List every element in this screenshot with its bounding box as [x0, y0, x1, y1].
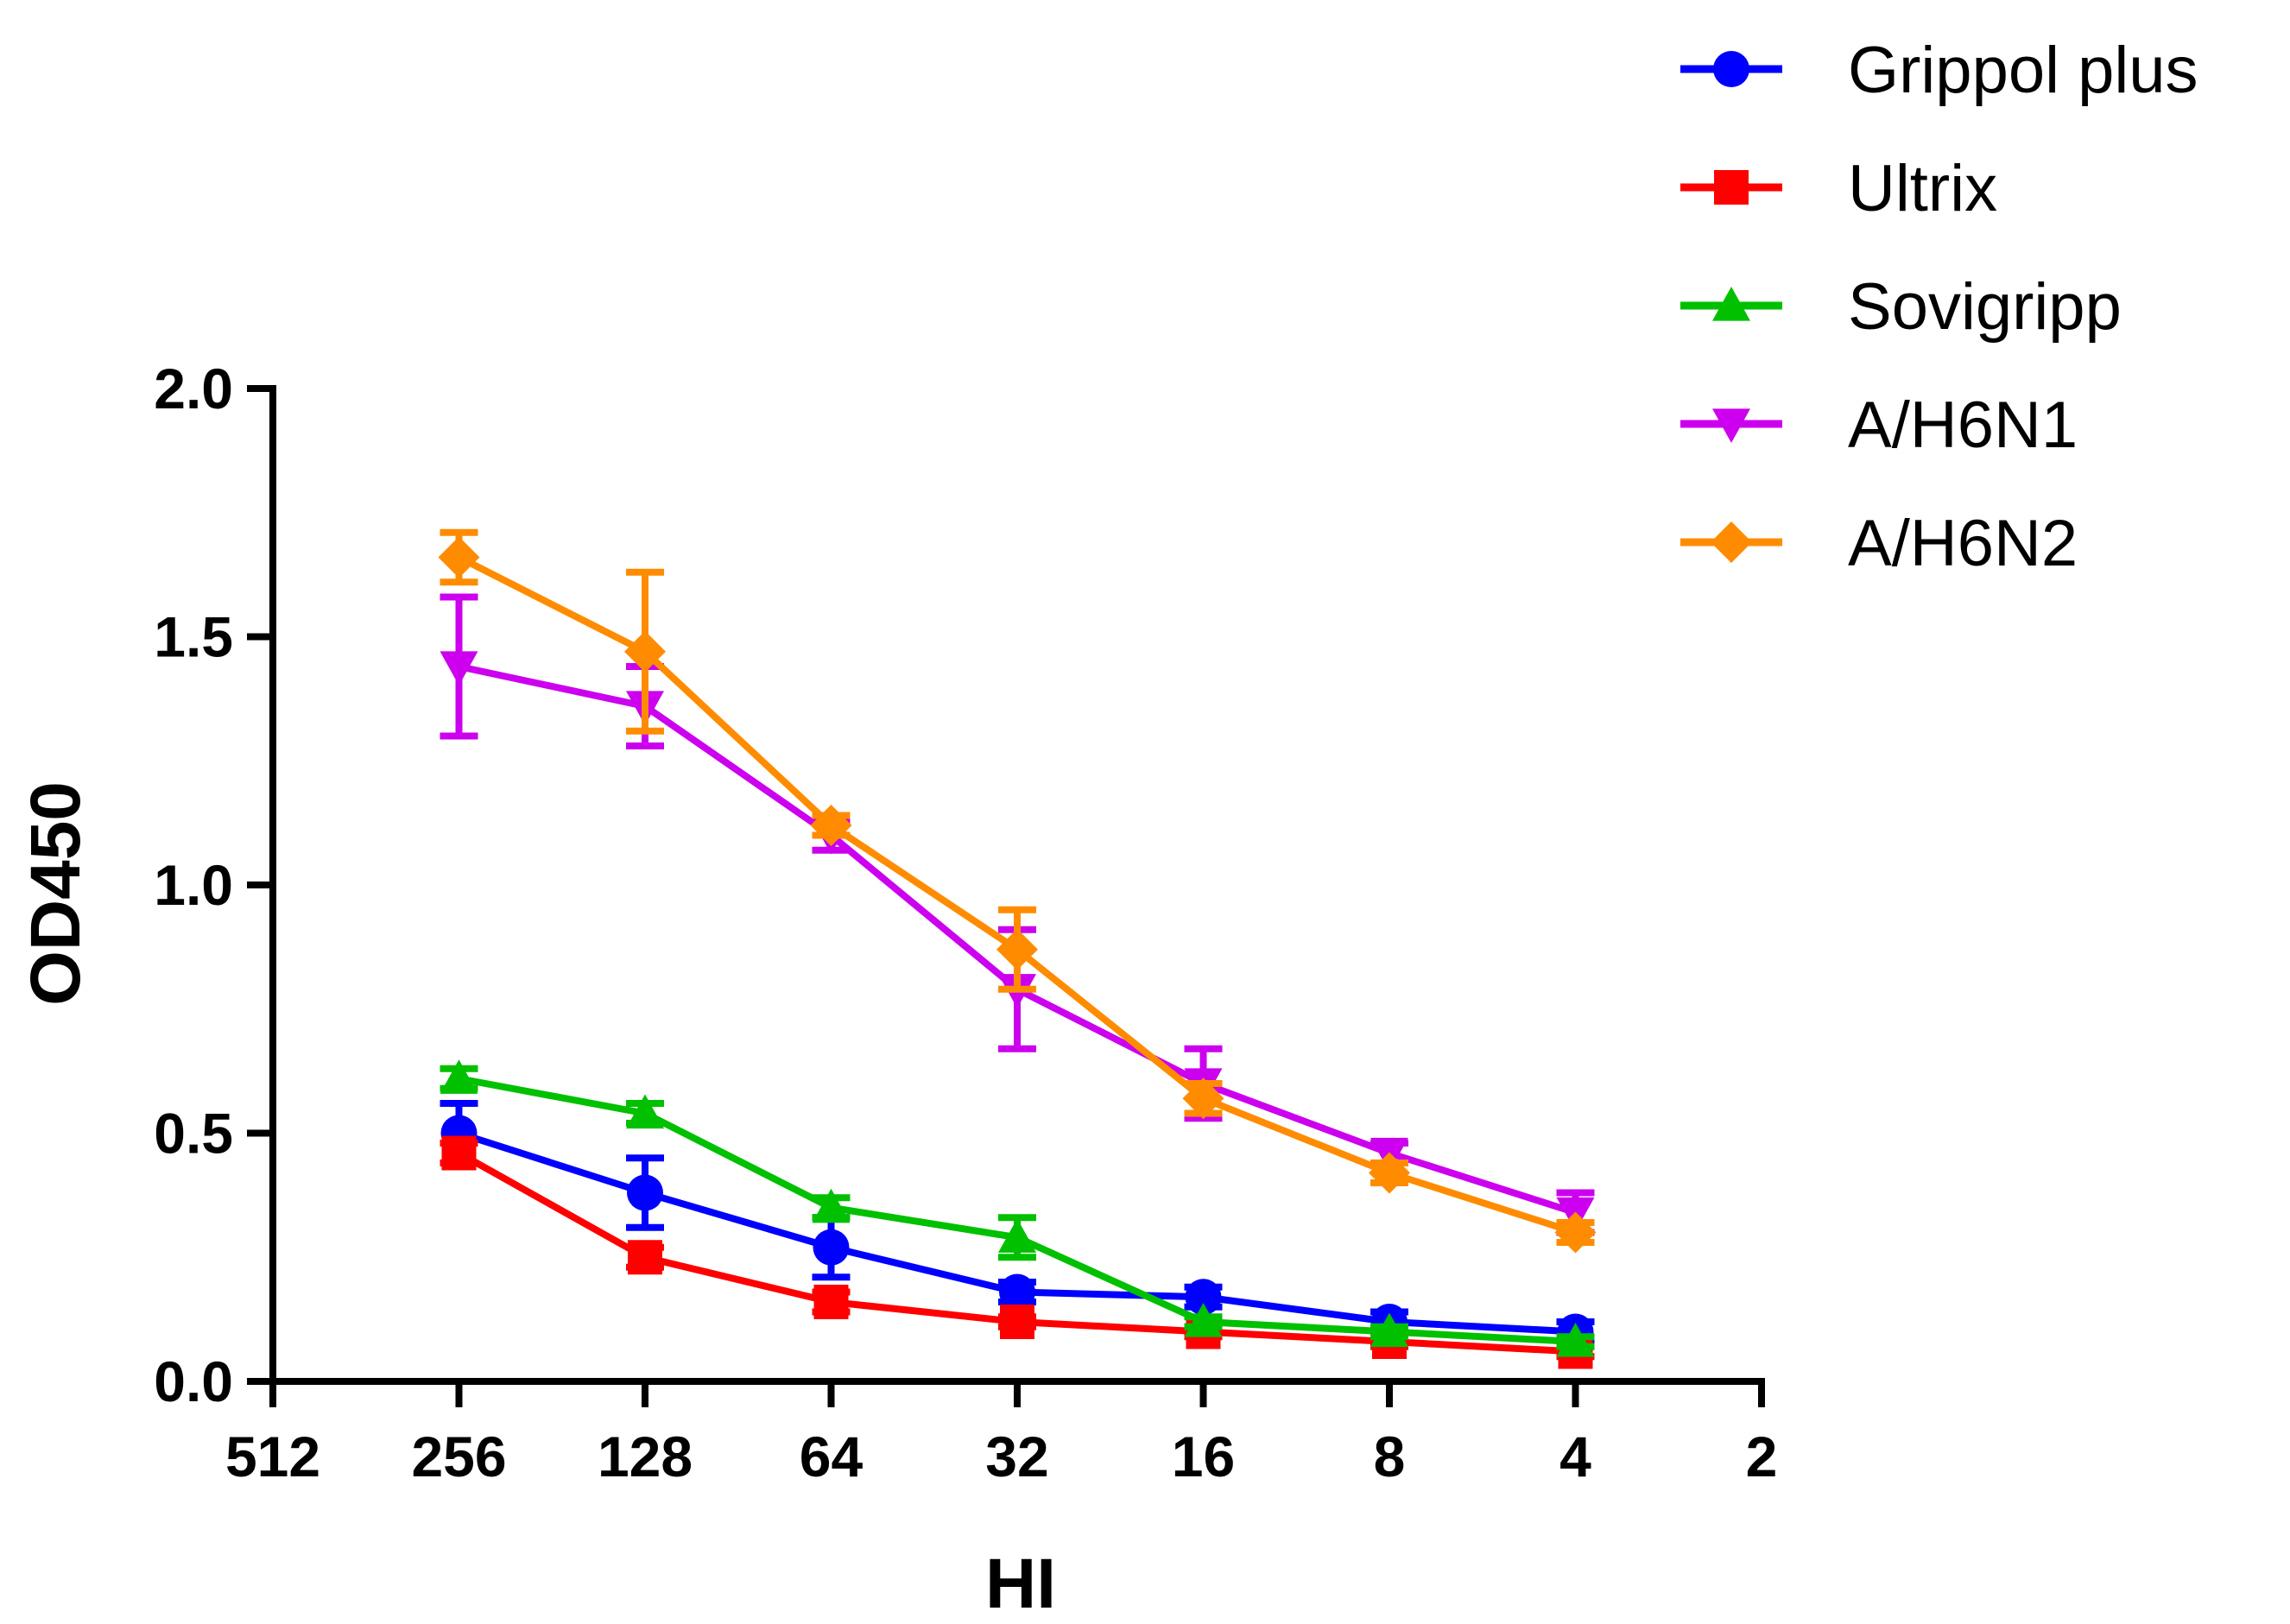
series-line [457, 553, 1577, 1236]
data-point [1556, 1323, 1595, 1357]
data-point [813, 1229, 850, 1266]
data-point [810, 805, 852, 846]
x-axis-title: HI [985, 1545, 1056, 1623]
data-point [628, 1240, 662, 1275]
x-tick-label: 32 [985, 1425, 1048, 1488]
legend-marker [1712, 408, 1750, 443]
x-tick-label: 2 [1746, 1425, 1778, 1488]
legend-label: A/H6N1 [1848, 389, 2078, 462]
legend-item: A/H6N2 [1680, 507, 2078, 580]
x-tick-label: 512 [225, 1425, 320, 1488]
legend-marker [1712, 287, 1750, 321]
data-point [1184, 1303, 1223, 1337]
legend: Grippol plus Ultrix Sovigripp A/H6N1 A/H6N2 [1680, 34, 2198, 580]
data-point [998, 1218, 1036, 1253]
y-tick-label: 0.0 [154, 1349, 233, 1413]
y-tick-label: 1.0 [154, 853, 233, 917]
data-point [440, 1059, 478, 1094]
data-point [1370, 1312, 1408, 1348]
data-point [1185, 1279, 1222, 1316]
x-tick-label: 16 [1172, 1425, 1235, 1488]
legend-label: Ultrix [1848, 152, 1997, 225]
x-tick-label: 128 [598, 1425, 693, 1488]
data-point [624, 630, 666, 673]
y-tick-label: 1.5 [154, 605, 233, 669]
legend-marker [1711, 521, 1752, 563]
data-point [441, 1135, 477, 1171]
legend-marker [1714, 170, 1749, 205]
legend-label: A/H6N2 [1848, 507, 2078, 580]
x-tick-label: 256 [411, 1425, 506, 1488]
plot-area [438, 528, 1597, 1369]
y-axis: 0.0 0.5 1.0 1.5 2.0 [154, 357, 276, 1413]
legend-label: Sovigripp [1848, 270, 2122, 344]
x-axis: 512 256 128 64 32 16 8 4 2 [225, 1378, 1778, 1488]
data-point [999, 1273, 1035, 1311]
legend-item: Ultrix [1680, 152, 1997, 225]
data-point [1000, 1305, 1034, 1339]
y-tick-label: 2.0 [154, 357, 233, 420]
legend-item: Grippol plus [1680, 34, 2198, 107]
data-point [813, 1285, 849, 1319]
data-point [626, 1094, 664, 1129]
legend-marker [1713, 51, 1749, 87]
data-point [812, 1188, 851, 1223]
data-point [440, 651, 478, 686]
y-tick-label: 0.5 [154, 1102, 233, 1166]
legend-label: Grippol plus [1848, 34, 2198, 107]
data-point [996, 928, 1038, 970]
series-a-h6n2 [438, 528, 1597, 1254]
x-tick-label: 4 [1559, 1425, 1591, 1488]
data-point [627, 1174, 663, 1211]
x-tick-label: 64 [800, 1425, 863, 1488]
data-point [1369, 1152, 1410, 1194]
data-point [1182, 1077, 1224, 1120]
legend-item: A/H6N1 [1680, 389, 2078, 462]
data-point [1554, 1211, 1597, 1254]
series-sovigripp [440, 1059, 1595, 1357]
y-axis-title: OD450 [16, 781, 95, 1006]
data-point [438, 536, 480, 578]
legend-item: Sovigripp [1680, 270, 2122, 344]
x-tick-label: 8 [1374, 1425, 1406, 1488]
